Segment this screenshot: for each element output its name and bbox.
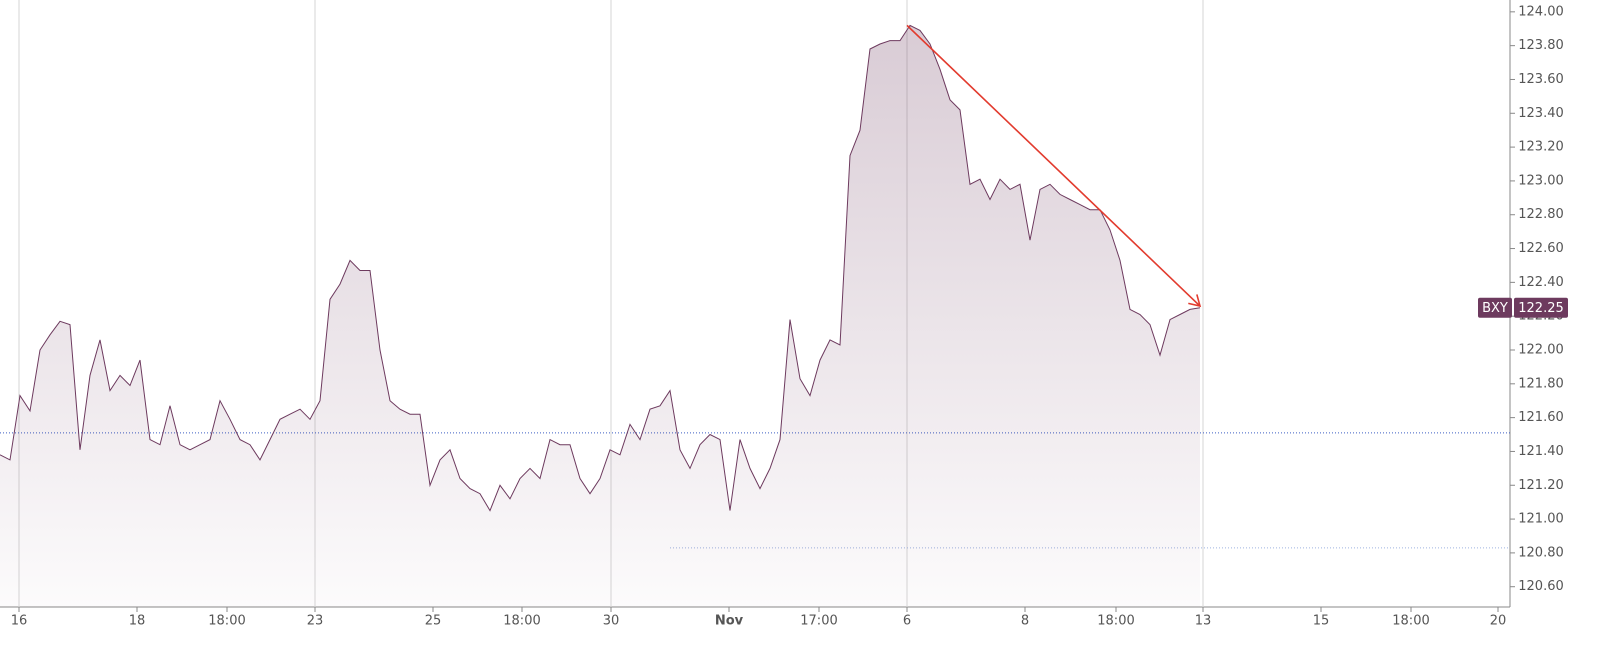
- x-tick-label: 18:00: [503, 614, 540, 629]
- x-tick-label: Nov: [715, 614, 744, 629]
- y-tick-label: 122.00: [1518, 342, 1564, 357]
- x-tick-label: 18:00: [208, 614, 245, 629]
- x-tick-label: 20: [1490, 614, 1507, 629]
- area-fill: [0, 25, 1200, 607]
- x-tick-label: 25: [425, 614, 442, 629]
- y-tick-label: 123.60: [1518, 72, 1564, 87]
- y-tick-label: 122.40: [1518, 275, 1564, 290]
- series-tag: [1478, 297, 1512, 318]
- x-tick-label: 8: [1021, 614, 1029, 629]
- y-tick-label: 121.60: [1518, 410, 1564, 425]
- series-name: BXY: [1482, 301, 1508, 316]
- y-tick-label: 123.40: [1518, 106, 1564, 121]
- x-tick-label: 18:00: [1392, 614, 1429, 629]
- y-tick-label: 120.60: [1518, 579, 1564, 594]
- price-line: [0, 24, 1201, 512]
- x-tick-label: 23: [307, 614, 324, 629]
- x-tick-label: 6: [903, 614, 911, 629]
- y-tick-label: 123.00: [1518, 173, 1564, 188]
- y-tick-label: 120.80: [1518, 545, 1564, 560]
- price-tag: [1514, 297, 1568, 318]
- y-tick-label: 123.20: [1518, 140, 1564, 155]
- y-tick-label: 123.80: [1518, 38, 1564, 53]
- y-tick-label: 122.80: [1518, 207, 1564, 222]
- y-tick-label: 122.60: [1518, 241, 1564, 256]
- x-tick-label: 18:00: [1097, 614, 1134, 629]
- x-tick-label: 30: [603, 614, 620, 629]
- x-tick-label: 18: [129, 614, 146, 629]
- x-tick-label: 15: [1313, 614, 1330, 629]
- trendline-arrow: [1188, 294, 1202, 308]
- y-tick-label: 121.00: [1518, 512, 1564, 527]
- x-tick-label: 17:00: [800, 614, 837, 629]
- y-tick-label: 121.40: [1518, 444, 1564, 459]
- price-label: 122.25: [1518, 301, 1564, 316]
- trendline: [906, 24, 1201, 307]
- y-tick-label: 121.20: [1518, 478, 1564, 493]
- x-tick-label: 16: [11, 614, 28, 629]
- y-tick-label: 124.00: [1518, 4, 1564, 19]
- x-tick-label: 13: [1195, 614, 1212, 629]
- y-tick-label: 121.80: [1518, 376, 1564, 391]
